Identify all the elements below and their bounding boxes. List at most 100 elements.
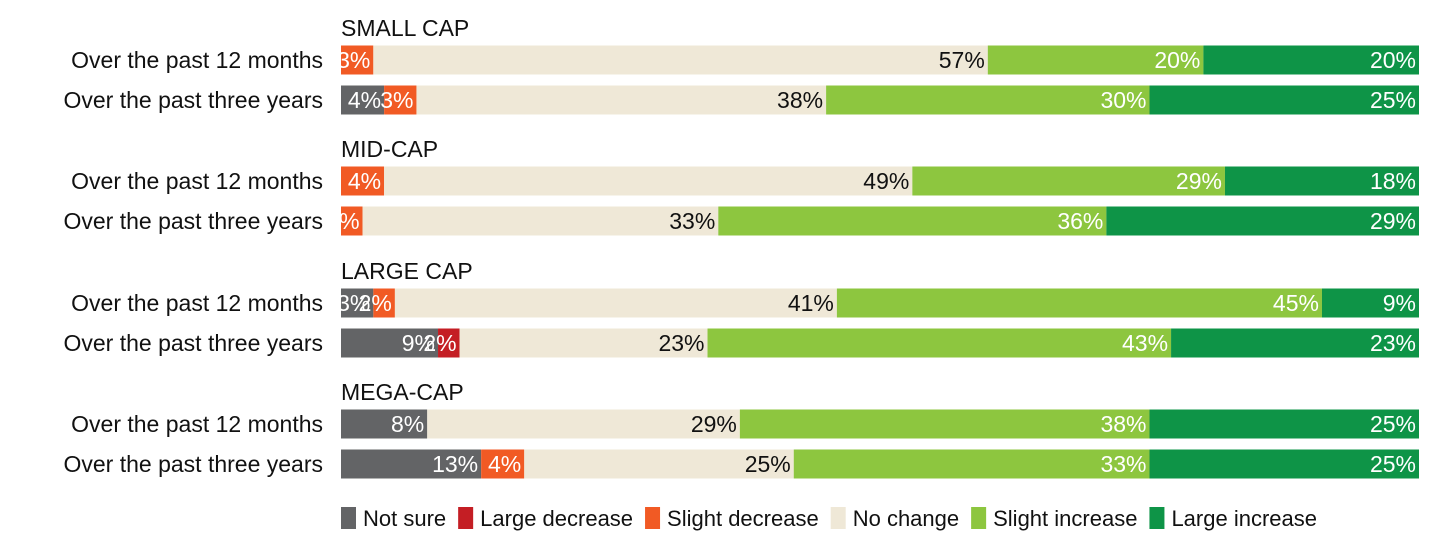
bar-segment-slight-increase (707, 328, 1172, 358)
bar-row: Over the past three years 9%2% 23% 43% 23% (63, 328, 1419, 358)
bar-segment-no-change (459, 328, 708, 358)
legend-swatch (341, 507, 356, 529)
legend-item-slight-decrease: Slight decrease (645, 506, 819, 531)
data-label: 4% (488, 451, 521, 477)
data-label: 33% (1100, 451, 1146, 477)
group-title: LARGE CAP (341, 258, 473, 284)
bar-segment-no-change (524, 449, 794, 479)
data-label: 30% (1100, 87, 1146, 113)
bar-segment-slight-increase (826, 85, 1150, 115)
data-label: 20% (1154, 47, 1200, 73)
data-label: 23% (1370, 330, 1416, 356)
data-label: 29% (691, 411, 737, 437)
bar-segment-not-sure (341, 288, 374, 318)
bar-segment-large-increase (1149, 449, 1419, 479)
bar-segment-slight-decrease (373, 288, 395, 318)
data-label: 3% (380, 87, 413, 113)
data-label: 9% (1383, 290, 1416, 316)
data-label: 13% (432, 451, 478, 477)
bar-segment-no-change (362, 206, 719, 236)
data-label: 29% (1176, 168, 1222, 194)
legend-item-no-change: No change (830, 506, 959, 531)
legend-label: Not sure (363, 506, 446, 531)
data-label: 8% (391, 411, 424, 437)
row-label: Over the past 12 months (71, 411, 323, 437)
data-label: 2% (359, 290, 392, 316)
data-label: 4% (348, 87, 381, 113)
data-label: 9% (402, 330, 435, 356)
bar-segment-slight-increase (793, 449, 1150, 479)
legend-item-large-decrease: Large decrease (458, 506, 633, 531)
group-mid-cap: MID-CAP Over the past 12 months 4% 49% 29% 18… (63, 136, 1419, 236)
bar-row: Over the past 12 months 3% 57% 20% 20% (71, 45, 1419, 75)
row-label: Over the past three years (63, 208, 323, 234)
data-label: 2% (326, 208, 359, 234)
bar-row: Over the past three years 4% 3% 38% 30% 25% (63, 85, 1419, 115)
legend-label: Slight increase (993, 506, 1137, 531)
legend-item-large-increase: Large increase (1149, 506, 1317, 531)
bar-segment-not-sure (341, 328, 439, 358)
data-label: 25% (1370, 411, 1416, 437)
row-label: Over the past 12 months (71, 47, 323, 73)
bar-segment-not-sure (341, 449, 482, 479)
legend-label: Large decrease (480, 506, 633, 531)
data-label: 33% (669, 208, 715, 234)
bar-segment-large-increase (1224, 166, 1419, 196)
bar-row: Over the past 12 months 8% 29% 38% 25% (71, 409, 1419, 439)
bar-segment-not-sure (341, 409, 428, 439)
bar-segment-large-increase (1106, 206, 1419, 236)
row-label: Over the past 12 months (71, 290, 323, 316)
legend-swatch (458, 507, 474, 529)
legend-item-slight-increase: Slight increase (971, 506, 1137, 531)
group-title: MID-CAP (341, 136, 438, 162)
bar-segment-no-change (384, 166, 913, 196)
data-label: 45% (1273, 290, 1319, 316)
bar-segment-slight-decrease (341, 206, 363, 236)
group-large-cap: LARGE CAP Over the past 12 months 3%2% 41% 4… (63, 258, 1419, 358)
data-label: 3% (337, 47, 370, 73)
group-small-cap: SMALL CAP Over the past 12 months 3% 57% 20%… (63, 15, 1419, 115)
bar-row: Over the past 12 months 3%2% 41% 45% 9% (71, 288, 1419, 318)
bar-segment-large-decrease (438, 328, 460, 358)
group-title: SMALL CAP (341, 15, 469, 41)
row-label: Over the past three years (63, 330, 323, 356)
legend-label: Slight decrease (667, 506, 819, 531)
data-label: 3% (337, 290, 370, 316)
data-label: 36% (1057, 208, 1103, 234)
bar-segment-slight-decrease (384, 85, 417, 115)
data-label: 49% (863, 168, 909, 194)
data-label: 23% (658, 330, 704, 356)
legend-swatch (830, 507, 846, 529)
group-mega-cap: MEGA-CAP Over the past 12 months 8% 29% 38% 2… (63, 379, 1419, 479)
bar-row: Over the past 12 months 4% 49% 29% 18% (71, 166, 1419, 196)
legend-item-not-sure: Not sure (341, 506, 446, 531)
legend-swatch (645, 507, 661, 529)
bar-row: Over the past three years 2% 33% 36% 29% (63, 206, 1419, 236)
data-label: 38% (1100, 411, 1146, 437)
bar-segment-slight-increase (912, 166, 1225, 196)
bar-segment-slight-increase (836, 288, 1322, 318)
bar-segment-not-sure (341, 85, 385, 115)
legend-label: Large increase (1171, 506, 1317, 531)
data-label: 57% (939, 47, 985, 73)
legend-swatch (971, 507, 987, 529)
data-label: 41% (788, 290, 834, 316)
group-title: MEGA-CAP (341, 379, 464, 405)
bar-row: Over the past three years 13% 4% 25% 33% 25% (63, 449, 1419, 479)
row-label: Over the past three years (63, 451, 323, 477)
row-label: Over the past 12 months (71, 168, 323, 194)
bar-segment-slight-increase (739, 409, 1150, 439)
bar-segment-slight-decrease (481, 449, 525, 479)
bar-segment-large-increase (1149, 409, 1419, 439)
data-label: 43% (1122, 330, 1168, 356)
bar-segment-no-change (373, 45, 988, 75)
data-label: 38% (777, 87, 823, 113)
data-label: 18% (1370, 168, 1416, 194)
bar-segment-large-increase (1149, 85, 1419, 115)
bar-segment-no-change (416, 85, 827, 115)
data-label: 25% (1370, 87, 1416, 113)
bar-segment-large-increase (1171, 328, 1419, 358)
chart-groups: SMALL CAP Over the past 12 months 3% 57% 20%… (63, 15, 1419, 479)
bar-segment-slight-increase (987, 45, 1204, 75)
